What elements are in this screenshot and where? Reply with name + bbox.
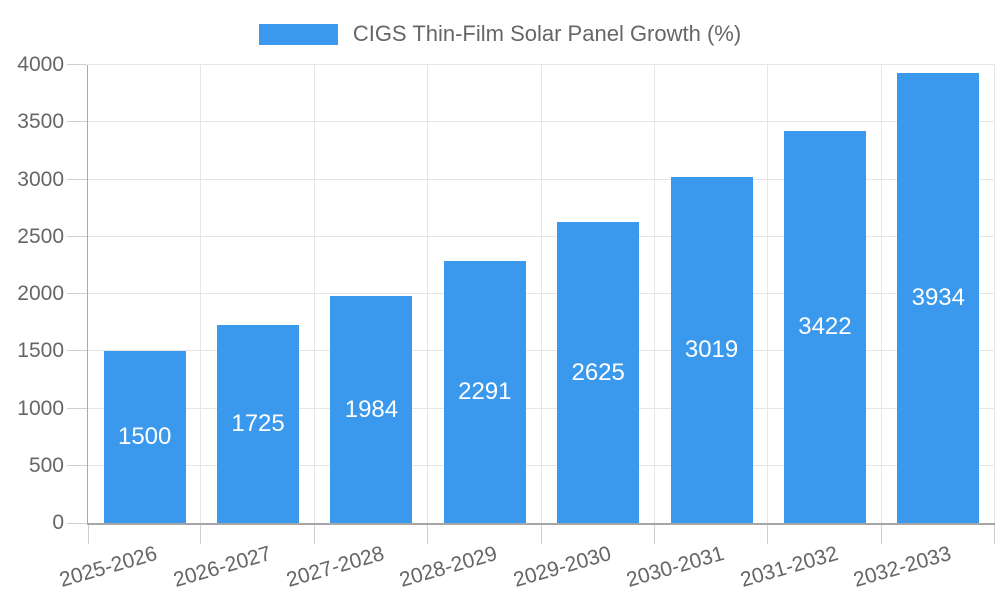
y-tick [67,464,87,466]
bar[interactable]: 1500 [103,351,186,523]
y-tick [67,523,87,524]
x-tick [200,525,202,544]
x-tick [313,525,315,544]
bar-value-label: 3422 [798,313,852,340]
x-axis-label: 2025-2026 [57,542,161,592]
x-axis-label: 2029-2030 [510,542,614,592]
x-tick [880,525,882,544]
bar[interactable]: 1984 [330,296,413,523]
bar-value-label: 3934 [911,284,965,311]
y-tick [67,293,87,294]
x-axis-label: 2031-2032 [737,542,841,592]
bar[interactable]: 3422 [783,131,866,523]
plot-area: 1500 1725 1984 2291 2625 3019 3422 3934 [67,64,995,544]
v-gridline [313,65,315,523]
bar[interactable]: 2291 [443,261,526,523]
x-tick [994,525,995,544]
x-tick [427,525,429,544]
y-tick [67,121,87,123]
y-axis-label: 1000 [17,396,64,420]
x-axis-label: 2032-2033 [850,542,954,592]
x-tick [540,525,542,544]
y-tick [67,350,87,352]
h-gridline [88,407,995,409]
v-gridline [427,65,429,523]
h-gridline [88,121,995,123]
h-gridline [88,464,995,466]
y-axis-label: 1500 [17,339,64,363]
v-gridline [767,65,769,523]
y-tick [67,235,87,237]
h-gridline [88,293,995,294]
y-axis-label: 2500 [17,224,64,248]
h-gridline [88,350,995,352]
v-gridline [540,65,542,523]
x-axis-label: 2026-2027 [170,542,274,592]
y-tick [67,64,87,65]
y-axis-label: 4000 [17,53,64,76]
h-gridline [88,235,995,237]
x-axis-label: 2030-2031 [624,542,727,592]
legend-swatch-icon [258,23,338,45]
bar-value-label: 2625 [571,358,625,386]
bar[interactable]: 2625 [557,222,640,523]
bar[interactable]: 1725 [217,325,300,523]
bar-value-label: 1500 [117,423,172,450]
y-axis-label: 2000 [17,282,64,305]
bar-value-label: 1725 [231,410,285,437]
v-gridline [994,65,995,523]
y-axis-label: 3500 [17,110,64,134]
h-gridline [88,178,995,180]
bar-value-label: 2291 [458,378,512,405]
v-gridline [880,65,882,523]
legend: CIGS Thin-Film Solar Panel Growth (%) [0,21,1000,47]
x-axis-label: 2028-2029 [397,542,501,592]
x-tick [88,525,89,544]
legend-item[interactable]: CIGS Thin-Film Solar Panel Growth (%) [258,21,742,47]
bar-value-label: 3019 [684,336,739,363]
v-gridline [653,65,655,523]
legend-label: CIGS Thin-Film Solar Panel Growth (%) [352,21,742,46]
y-axis-label: 500 [28,453,64,477]
y-axis-label: 3000 [17,167,64,191]
y-tick [67,407,87,409]
y-axis-label: 0 [52,511,64,534]
h-gridline [88,64,995,65]
x-tick [767,525,769,544]
x-tick [653,525,655,544]
v-gridline [200,65,202,523]
bar[interactable]: 3934 [897,73,980,523]
x-axis-label: 2027-2028 [283,542,387,592]
bar-value-label: 1984 [344,395,399,423]
bar[interactable]: 3019 [670,177,753,523]
y-tick [67,178,87,180]
